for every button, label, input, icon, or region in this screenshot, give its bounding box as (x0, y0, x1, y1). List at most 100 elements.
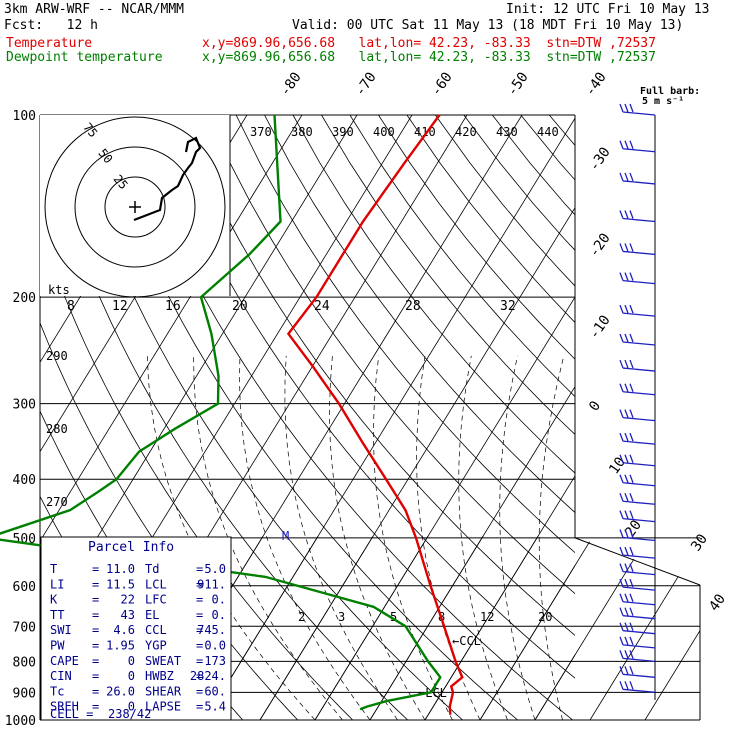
isotherm-line (699, 536, 700, 720)
parcel-label: SWEAT (145, 654, 181, 668)
theta-label: 380 (291, 125, 313, 139)
isotherm-line (700, 115, 740, 720)
cell-label: CELL = (50, 707, 93, 721)
mixing-ratio-label: 2 (298, 610, 305, 624)
wind-barb (619, 333, 656, 346)
parcel-label: EL (145, 608, 159, 622)
temperature-tick-label: 40 (706, 591, 729, 614)
model-title: 3km ARW-WRF -- NCAR/MMM (4, 2, 185, 17)
dry-adiabat (292, 115, 575, 474)
parcel-equals: = (92, 654, 99, 668)
isotherm-line (645, 115, 740, 720)
pressure-label: 600 (13, 580, 36, 595)
parcel-label: LI (50, 577, 64, 591)
wind-barb (619, 272, 656, 285)
dry-adiabat (463, 115, 575, 251)
parcel-label: SREH (50, 700, 79, 714)
dry-adiabat (64, 115, 463, 720)
temperature-tick-label: 0 (586, 398, 604, 414)
moist-adiabat (538, 355, 565, 720)
parcel-label: CAPE (50, 654, 79, 668)
parcel-value: 745. (197, 623, 226, 637)
theta-label: 400 (373, 125, 395, 139)
dry-adiabat (40, 125, 408, 720)
pressure-label: 1000 (5, 714, 36, 729)
parcel-value: 5.4 (204, 700, 226, 714)
dry-adiabat-label: 290 (46, 349, 68, 363)
isotherm-line (590, 115, 740, 720)
parcel-equals: = (196, 669, 203, 683)
wind-barb (619, 510, 656, 523)
hodograph-center (129, 201, 141, 213)
temperature-tick-label: -10 (586, 312, 614, 342)
pressure-label: 100 (13, 109, 36, 124)
theta-label: 430 (496, 125, 518, 139)
parcel-label: CCL (145, 623, 167, 637)
parcel-equals: = (92, 593, 99, 607)
parcel-value: 11.0 (106, 562, 135, 576)
speed-scale-label: 8 (67, 299, 75, 314)
temperature-tick-label: 20 (622, 517, 645, 540)
dry-adiabat (406, 115, 575, 324)
hodograph-ring (74, 146, 196, 268)
wind-barb (619, 666, 656, 678)
hodograph-ring (44, 116, 226, 298)
parcel-equals: = (196, 639, 203, 653)
parcel-equals: = (92, 623, 99, 637)
ccl-annotation: ←CCL (452, 634, 481, 648)
parcel-value: 5.0 (204, 562, 226, 576)
dewpoint-profile (0, 114, 442, 711)
lcl-annotation: ←LCL (418, 686, 447, 700)
wind-barb (619, 359, 656, 372)
dry-adiabat-label: 280 (46, 422, 68, 436)
pressure-label: 400 (13, 473, 36, 488)
parcel-label: LFC (145, 593, 167, 607)
speed-scale-label: 16 (165, 299, 181, 314)
speed-scale-label: 12 (112, 299, 128, 314)
dry-adiabat (264, 115, 575, 514)
cell-value: 238/42 (108, 707, 151, 721)
wind-barb (619, 304, 656, 317)
dry-adiabat (378, 115, 575, 360)
wind-barb (619, 409, 656, 422)
wind-barb (619, 493, 656, 505)
parcel-equals: = (196, 562, 203, 576)
temperature-tick-label: -80 (277, 69, 305, 99)
parcel-equals: = (196, 577, 203, 591)
wind-barb (619, 172, 656, 185)
hodograph-ring (104, 176, 166, 238)
dry-adiabat (178, 115, 575, 636)
parcel-label: TT (50, 608, 64, 622)
mixing-ratio-label: 20 (538, 610, 552, 624)
isotherm-line (479, 536, 700, 720)
theta-label: 420 (455, 125, 477, 139)
dry-adiabat (491, 115, 575, 216)
parcel-equals: = (196, 593, 203, 607)
parcel-equals: = (92, 577, 99, 591)
dry-adiabat (349, 115, 575, 398)
temperature-info: x,y=869.96,656.68 lat,lon= 42.23, -83.33… (202, 36, 656, 51)
parcel-label: T (50, 562, 57, 576)
temperature-label: Temperature (6, 36, 93, 51)
barb-header-units: 5 m s⁻¹ (642, 96, 684, 107)
wind-barb (619, 546, 656, 559)
dry-adiabat (207, 115, 575, 595)
temperature-tick-label: -20 (586, 230, 614, 260)
parcel-label: SHEAR (145, 684, 182, 698)
isotherm-line (369, 536, 700, 720)
temperature-tick-label: -30 (586, 144, 614, 174)
dewpoint-label: Dewpoint temperature (6, 50, 163, 65)
wind-barb (619, 593, 656, 606)
hodograph-kts-label: kts (48, 283, 70, 297)
dry-adiabat (548, 115, 575, 146)
dry-adiabat-label: 270 (46, 495, 68, 509)
isotherm-line (534, 654, 575, 720)
dewpoint-info: x,y=869.96,656.68 lat,lon= 42.23, -83.33… (202, 50, 656, 65)
isotherm-line (314, 536, 688, 720)
wind-barb (619, 607, 656, 620)
wind-barb (619, 563, 656, 576)
dry-adiabat (150, 115, 575, 679)
isotherm-line (204, 536, 578, 720)
parcel-label: LCL (145, 577, 167, 591)
